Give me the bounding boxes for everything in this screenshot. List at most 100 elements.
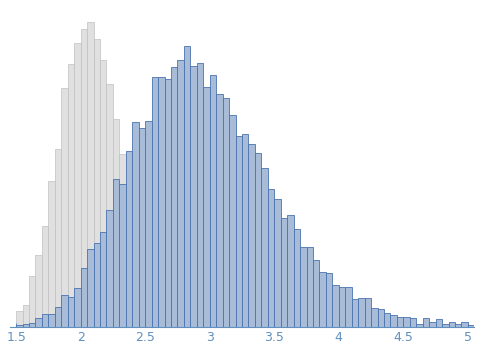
Bar bbox=[151, 276, 158, 327]
Bar bbox=[74, 287, 81, 327]
Bar bbox=[416, 324, 423, 327]
Bar bbox=[274, 199, 281, 327]
Bar bbox=[171, 310, 178, 327]
Bar bbox=[171, 67, 178, 327]
Bar bbox=[242, 134, 248, 327]
Bar bbox=[461, 322, 468, 327]
Bar bbox=[436, 319, 442, 327]
Bar bbox=[313, 260, 319, 327]
Bar bbox=[333, 285, 339, 327]
Bar bbox=[423, 318, 429, 327]
Bar bbox=[68, 297, 74, 327]
Bar bbox=[371, 308, 378, 327]
Bar bbox=[120, 184, 126, 327]
Bar bbox=[268, 188, 274, 327]
Bar bbox=[397, 317, 403, 327]
Bar bbox=[229, 115, 236, 327]
Bar bbox=[35, 256, 42, 327]
Bar bbox=[87, 23, 93, 327]
Bar bbox=[190, 66, 197, 327]
Bar bbox=[139, 128, 145, 327]
Bar bbox=[345, 287, 352, 327]
Bar bbox=[384, 313, 391, 327]
Bar bbox=[158, 290, 165, 327]
Bar bbox=[319, 272, 326, 327]
Bar bbox=[100, 232, 106, 327]
Bar bbox=[113, 179, 120, 327]
Bar bbox=[68, 64, 74, 327]
Bar bbox=[429, 322, 436, 327]
Bar bbox=[23, 305, 29, 327]
Bar bbox=[190, 321, 197, 327]
Bar bbox=[55, 149, 61, 327]
Bar bbox=[326, 273, 333, 327]
Bar bbox=[23, 324, 29, 327]
Bar bbox=[203, 87, 210, 327]
Bar bbox=[210, 323, 216, 327]
Bar bbox=[197, 62, 203, 327]
Bar bbox=[352, 299, 358, 327]
Bar bbox=[165, 79, 171, 327]
Bar bbox=[29, 323, 35, 327]
Bar bbox=[248, 144, 255, 327]
Bar bbox=[158, 77, 165, 327]
Bar bbox=[287, 215, 294, 327]
Bar bbox=[358, 298, 364, 327]
Bar bbox=[126, 183, 132, 327]
Bar bbox=[216, 94, 223, 327]
Bar bbox=[255, 153, 261, 327]
Bar bbox=[42, 226, 48, 327]
Bar bbox=[55, 307, 61, 327]
Bar bbox=[364, 298, 371, 327]
Bar bbox=[403, 317, 410, 327]
Bar bbox=[106, 84, 113, 327]
Bar bbox=[449, 322, 455, 327]
Bar bbox=[203, 323, 210, 327]
Bar bbox=[223, 98, 229, 327]
Bar bbox=[165, 297, 171, 327]
Bar bbox=[16, 311, 23, 327]
Bar bbox=[468, 325, 474, 327]
Bar bbox=[29, 276, 35, 327]
Bar bbox=[300, 246, 306, 327]
Bar bbox=[145, 121, 151, 327]
Bar bbox=[229, 326, 236, 327]
Bar bbox=[126, 151, 132, 327]
Bar bbox=[42, 314, 48, 327]
Bar bbox=[281, 218, 287, 327]
Bar bbox=[139, 234, 145, 327]
Bar bbox=[132, 206, 139, 327]
Bar bbox=[178, 313, 184, 327]
Bar bbox=[61, 295, 68, 327]
Bar bbox=[339, 287, 345, 327]
Bar bbox=[100, 60, 106, 327]
Bar bbox=[378, 309, 384, 327]
Bar bbox=[93, 243, 100, 327]
Bar bbox=[294, 229, 300, 327]
Bar bbox=[216, 326, 223, 327]
Bar bbox=[236, 136, 242, 327]
Bar bbox=[48, 314, 55, 327]
Bar bbox=[391, 315, 397, 327]
Bar bbox=[61, 88, 68, 327]
Bar bbox=[306, 246, 313, 327]
Bar bbox=[113, 119, 120, 327]
Bar bbox=[87, 249, 93, 327]
Bar bbox=[184, 46, 190, 327]
Bar bbox=[81, 268, 87, 327]
Bar bbox=[261, 168, 268, 327]
Bar bbox=[35, 318, 42, 327]
Bar bbox=[48, 181, 55, 327]
Bar bbox=[145, 253, 151, 327]
Bar bbox=[132, 122, 139, 327]
Bar bbox=[120, 154, 126, 327]
Bar bbox=[178, 60, 184, 327]
Bar bbox=[74, 43, 81, 327]
Bar bbox=[81, 29, 87, 327]
Bar bbox=[442, 325, 449, 327]
Bar bbox=[16, 325, 23, 327]
Bar bbox=[210, 75, 216, 327]
Bar bbox=[455, 324, 461, 327]
Bar bbox=[248, 326, 255, 327]
Bar bbox=[151, 77, 158, 327]
